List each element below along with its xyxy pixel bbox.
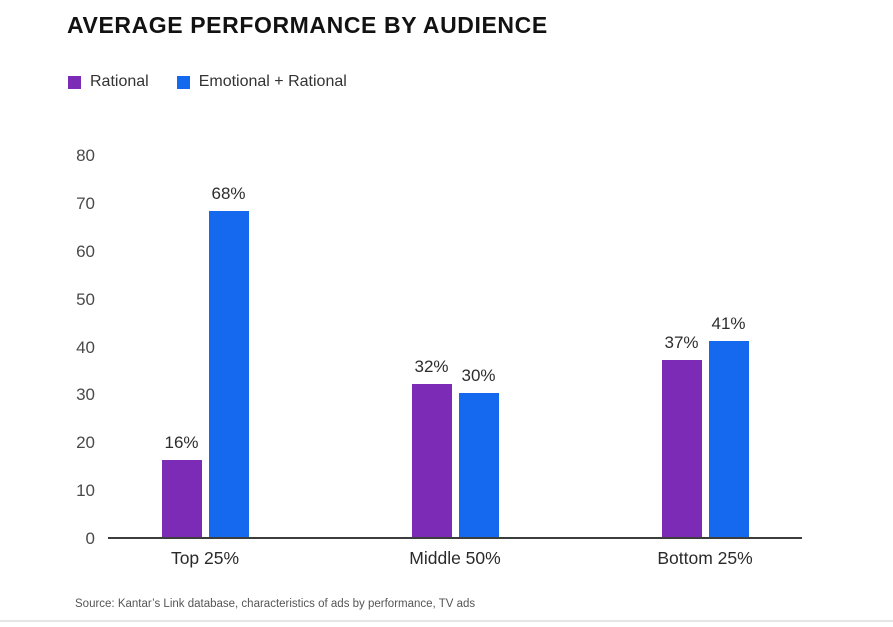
x-category-label: Bottom 25% — [657, 548, 753, 568]
y-tick-label: 20 — [76, 433, 95, 453]
bottom-divider — [0, 620, 893, 622]
bar-value-label: 30% — [461, 366, 496, 386]
legend-label: Emotional + Rational — [198, 73, 347, 90]
bar-rational-top-25 — [161, 460, 202, 537]
legend: Rational Emotional + Rational — [68, 73, 347, 91]
source-note: Source: Kantar’s Link database, characte… — [75, 598, 476, 610]
y-tick-label: 60 — [76, 241, 95, 261]
x-axis-line — [108, 537, 802, 539]
x-axis-labels: Top 25% Middle 50% Bottom 25% — [108, 548, 802, 574]
y-tick-label: 50 — [76, 289, 95, 309]
x-category-label: Middle 50% — [409, 548, 501, 568]
y-tick-label: 30 — [76, 385, 95, 405]
y-tick-label: 10 — [76, 481, 95, 501]
y-tick-label: 70 — [76, 193, 95, 213]
legend-item-2: Emotional + Rational — [176, 73, 347, 91]
chart-title: AVERAGE PERFORMANCE BY AUDIENCE — [67, 12, 548, 38]
legend-swatch-icon — [176, 75, 190, 89]
bar-rational-middle-50 — [411, 383, 452, 537]
x-category-label: Top 25% — [170, 548, 240, 568]
bar-value-label: 41% — [711, 313, 746, 333]
plot-area: 16% 68% 32% 30% 37% 41% — [108, 156, 802, 539]
bar-rational-bottom-25 — [661, 359, 702, 537]
bar-emotional-rational-middle-50 — [458, 393, 499, 537]
legend-swatch-icon — [68, 75, 81, 89]
y-axis: 0 10 20 30 40 50 60 70 80 — [40, 146, 95, 548]
y-tick-label: 0 — [85, 529, 95, 548]
y-tick-label: 80 — [76, 146, 95, 165]
legend-label: Rational — [90, 73, 149, 90]
bar-value-label: 68% — [211, 184, 246, 204]
bar-value-label: 37% — [664, 332, 699, 352]
y-tick-label: 40 — [76, 337, 95, 357]
bar-value-label: 16% — [164, 433, 199, 453]
bar-emotional-rational-bottom-25 — [708, 340, 749, 537]
bar-value-label: 32% — [414, 356, 449, 376]
legend-item-1: Rational — [68, 73, 149, 91]
bar-emotional-rational-top-25 — [208, 211, 249, 537]
